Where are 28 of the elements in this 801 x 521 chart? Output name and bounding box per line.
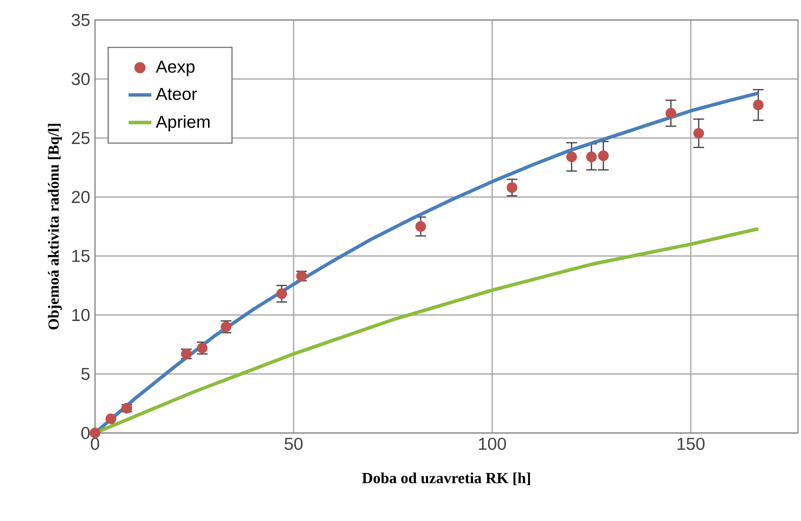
- y-tick-label: 20: [72, 190, 90, 204]
- x-tick-label: 150: [678, 438, 705, 450]
- point: [506, 182, 518, 193]
- x-axis-title: Doba od uzavretia RK [h]: [362, 472, 530, 486]
- point: [752, 100, 764, 110]
- y-tick-label: 15: [72, 250, 90, 262]
- y-tick-label: 30: [72, 72, 90, 86]
- point: [90, 428, 100, 438]
- point: [693, 128, 704, 139]
- point: [666, 108, 676, 119]
- point: [415, 221, 426, 232]
- point: [276, 288, 288, 300]
- point: [566, 152, 577, 162]
- y-tick-label: 5: [81, 368, 90, 380]
- point: [106, 413, 116, 424]
- x-tick-label: 0: [90, 438, 100, 450]
- legend-label: Apriem: [156, 115, 210, 132]
- y-tick-label: 25: [72, 132, 90, 144]
- y-tick-label: 10: [72, 308, 90, 322]
- x-tick-label: 100: [479, 438, 506, 450]
- y-tick-label: 35: [72, 14, 90, 26]
- y-tick-label: 0: [81, 426, 90, 440]
- legend-label: Ateor: [156, 88, 197, 100]
- x-tick-label: 50: [284, 438, 303, 450]
- y-axis-title: Objemoá aktivita radónu [Bq/l]: [48, 124, 62, 330]
- point: [586, 152, 597, 162]
- point: [598, 150, 609, 162]
- legend-label: Aexp: [156, 60, 195, 76]
